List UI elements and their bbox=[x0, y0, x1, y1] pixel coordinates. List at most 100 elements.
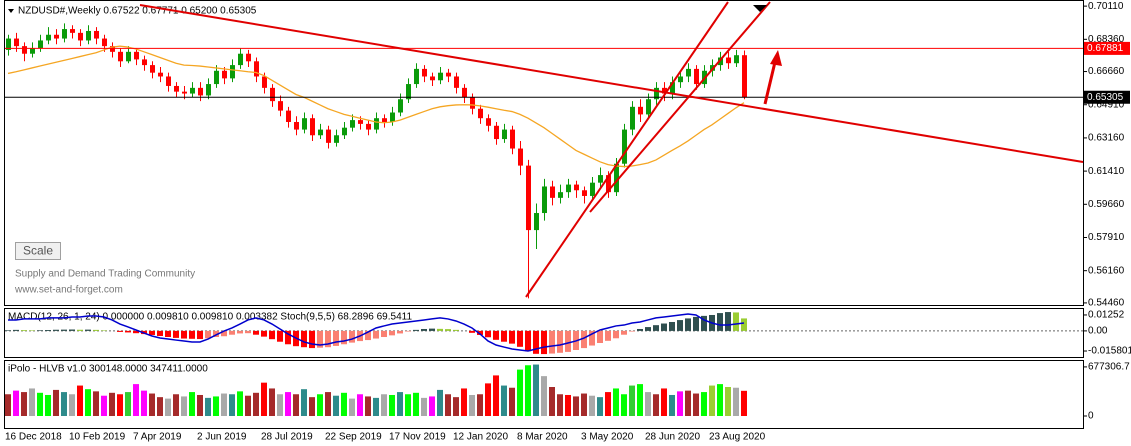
candle-body bbox=[198, 87, 203, 96]
y-tick-label: 0.66660 bbox=[1088, 66, 1125, 77]
histogram-bar bbox=[69, 329, 75, 331]
volume-bar bbox=[429, 396, 435, 416]
candle-body bbox=[550, 186, 555, 198]
histogram-bar bbox=[613, 330, 619, 339]
volume-bar bbox=[37, 392, 43, 416]
histogram-bar bbox=[53, 329, 59, 331]
volume-bar bbox=[421, 397, 427, 416]
candle-body bbox=[62, 29, 67, 39]
candle-body bbox=[254, 61, 259, 77]
histogram-bar bbox=[173, 330, 179, 338]
drawings bbox=[139, 1, 1084, 298]
volume-bar bbox=[389, 394, 395, 416]
x-tick-label: 3 May 2020 bbox=[581, 432, 634, 443]
candle-body bbox=[214, 70, 219, 85]
volume-bar bbox=[405, 394, 411, 416]
histogram-bar bbox=[541, 330, 547, 355]
candle-body bbox=[598, 175, 603, 183]
volume-bar bbox=[413, 392, 419, 416]
histogram-bar bbox=[621, 330, 627, 335]
candle-body bbox=[110, 46, 115, 52]
volume-bar bbox=[453, 397, 459, 416]
candle-body bbox=[350, 120, 355, 128]
histogram-bar bbox=[85, 329, 91, 331]
candle-body bbox=[126, 51, 131, 62]
histogram-bar bbox=[317, 330, 323, 348]
candle-body bbox=[158, 72, 163, 77]
volume-bar bbox=[245, 395, 251, 416]
candle-body bbox=[622, 129, 627, 164]
candle-body bbox=[238, 53, 243, 66]
candle-body bbox=[286, 110, 291, 122]
histogram-bar bbox=[333, 330, 339, 346]
volume-bar bbox=[373, 397, 379, 416]
histogram-bar bbox=[373, 330, 379, 339]
volume-bar bbox=[501, 385, 507, 416]
candle-body bbox=[270, 87, 275, 102]
candle-body bbox=[358, 120, 363, 124]
y-tick-label: 0.64910 bbox=[1088, 99, 1125, 110]
marks bbox=[5, 23, 1083, 416]
histogram-bar bbox=[5, 330, 11, 331]
histogram-bar bbox=[557, 330, 563, 353]
histogram-bar bbox=[565, 330, 571, 352]
histogram-bar bbox=[261, 330, 267, 337]
volume-bar bbox=[485, 383, 491, 416]
volume-bar bbox=[117, 394, 123, 416]
candle-body bbox=[222, 70, 227, 79]
candle-body bbox=[22, 46, 27, 54]
y-tick-label: 0.59660 bbox=[1088, 199, 1125, 210]
histogram-bar bbox=[381, 330, 387, 338]
volume-bar bbox=[725, 387, 731, 416]
candle-body bbox=[582, 190, 587, 196]
volume-bar bbox=[325, 392, 331, 416]
volume-bar bbox=[397, 392, 403, 416]
volume-bar bbox=[365, 396, 371, 416]
x-tick-label: 17 Nov 2019 bbox=[389, 432, 446, 443]
volume-bar bbox=[341, 392, 347, 416]
trend-line bbox=[525, 1, 729, 298]
volume-bar bbox=[45, 394, 51, 416]
candle-body bbox=[246, 53, 251, 62]
histogram-bar bbox=[29, 330, 35, 331]
candle-body bbox=[182, 91, 187, 94]
scale-button-label[interactable]: Scale bbox=[23, 244, 53, 258]
candle-body bbox=[526, 165, 531, 231]
volume-bar bbox=[309, 397, 315, 416]
volume-bar bbox=[709, 385, 715, 416]
candle-body bbox=[342, 127, 347, 136]
histogram-bar bbox=[269, 330, 275, 340]
volume-bar bbox=[349, 398, 355, 416]
candle-body bbox=[374, 118, 379, 130]
histogram-bar bbox=[637, 328, 643, 331]
volume-bar bbox=[685, 390, 691, 416]
candle-body bbox=[590, 182, 595, 196]
candle-body bbox=[670, 82, 675, 94]
histogram-bar bbox=[701, 315, 707, 331]
volume-bar bbox=[261, 382, 267, 416]
histogram-bar bbox=[117, 330, 123, 332]
volume-bar bbox=[733, 387, 739, 416]
volume-bar bbox=[5, 394, 11, 416]
x-tick-label: 28 Jul 2019 bbox=[261, 432, 313, 443]
volume-bar bbox=[677, 391, 683, 416]
candle-body bbox=[438, 72, 443, 81]
candle-body bbox=[86, 30, 91, 41]
volume-bar bbox=[237, 391, 243, 416]
candle-body bbox=[446, 72, 451, 77]
volume-bar bbox=[701, 392, 707, 416]
symbol-menu-icon[interactable] bbox=[8, 9, 14, 13]
histogram-bar bbox=[221, 330, 227, 337]
volume-bar bbox=[205, 397, 211, 416]
shift-marker bbox=[753, 5, 767, 12]
histogram-bar bbox=[693, 316, 699, 331]
histogram-bar bbox=[629, 330, 635, 332]
histogram-bar bbox=[525, 330, 531, 352]
y-tick-label: 677306.7 bbox=[1088, 362, 1130, 373]
x-tick-label: 12 Jan 2020 bbox=[453, 432, 508, 443]
volume-bar bbox=[717, 384, 723, 416]
scale-button[interactable] bbox=[15, 242, 61, 260]
volume-bar bbox=[461, 388, 467, 416]
candle-body bbox=[630, 106, 635, 130]
